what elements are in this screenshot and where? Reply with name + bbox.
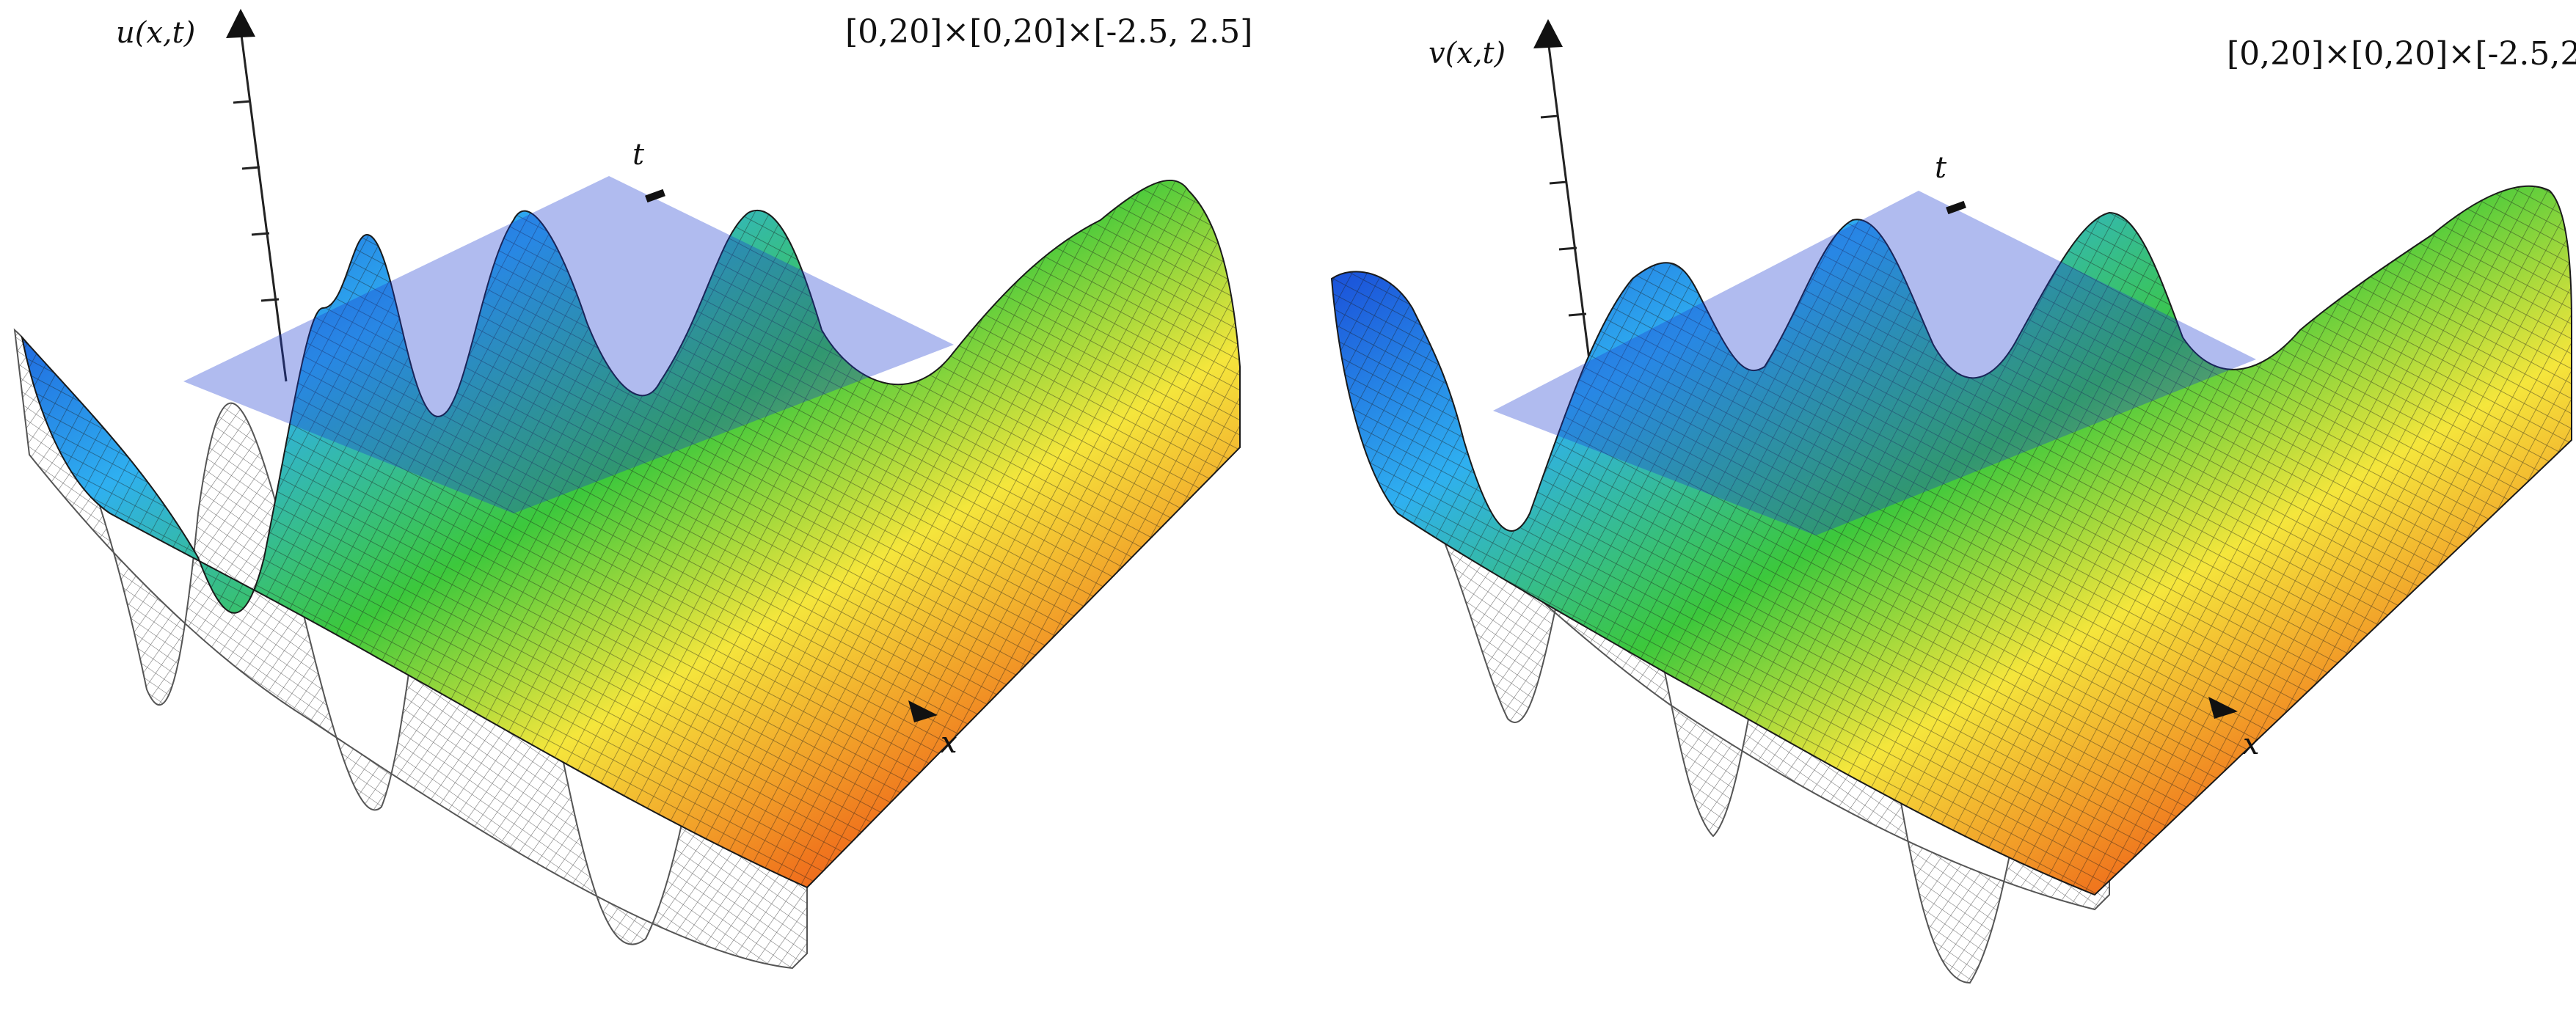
x-axis-marker: [908, 700, 938, 722]
vertical-axis: [1533, 19, 1597, 411]
t-axis-label: t: [1935, 151, 1947, 185]
t-axis-marker: [1946, 200, 1966, 215]
surface-mesh: [1332, 186, 2572, 896]
x-axis-label: x: [2243, 728, 2260, 761]
right-surface-plot: [1330, 19, 2572, 984]
back-plane: [183, 176, 954, 513]
t-axis-label: t: [632, 138, 645, 172]
left-surface-panel: u(x,t) [0,20]×[0,20]×[-2.5, 2.5] t x: [13, 9, 1253, 970]
left-surface-plot: [13, 9, 1241, 970]
vertical-axis: [226, 9, 288, 382]
surface-mesh: [22, 180, 1240, 887]
x-axis-marker: [2208, 697, 2238, 719]
back-plane: [1493, 191, 2256, 535]
right-surface-panel: v(x,t) [0,20]×[0,20]×[-2.5,2.5] t x: [1288, 0, 2576, 1018]
x-axis-label: x: [941, 726, 957, 760]
vertical-axis-label: u(x,t): [116, 16, 196, 50]
domain-label: [0,20]×[0,20]×[-2.5,2.5]: [2227, 35, 2576, 73]
domain-label: [0,20]×[0,20]×[-2.5, 2.5]: [845, 13, 1253, 51]
vertical-axis-label: v(x,t): [1429, 37, 1506, 70]
t-axis-marker: [645, 188, 665, 203]
